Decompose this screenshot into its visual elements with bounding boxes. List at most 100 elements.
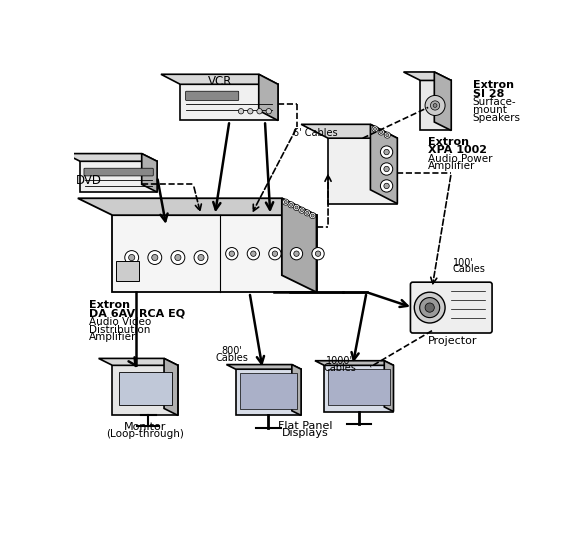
Circle shape bbox=[414, 292, 445, 323]
Circle shape bbox=[282, 199, 289, 205]
Circle shape bbox=[294, 251, 299, 256]
Circle shape bbox=[129, 254, 135, 261]
Polygon shape bbox=[404, 72, 451, 80]
Polygon shape bbox=[240, 373, 297, 409]
Text: Monitor: Monitor bbox=[124, 422, 166, 431]
Circle shape bbox=[374, 127, 376, 131]
FancyBboxPatch shape bbox=[411, 282, 492, 333]
Circle shape bbox=[291, 248, 303, 260]
Polygon shape bbox=[99, 358, 178, 365]
Circle shape bbox=[175, 254, 181, 261]
Text: Surface-: Surface- bbox=[473, 98, 516, 107]
Text: Amplifier: Amplifier bbox=[428, 162, 476, 171]
Polygon shape bbox=[226, 365, 301, 369]
Text: (Loop-through): (Loop-through) bbox=[106, 429, 184, 439]
Circle shape bbox=[194, 250, 208, 264]
Circle shape bbox=[272, 251, 278, 256]
Polygon shape bbox=[78, 198, 317, 215]
Polygon shape bbox=[328, 369, 390, 405]
Text: 1000': 1000' bbox=[326, 356, 353, 366]
Circle shape bbox=[425, 303, 434, 312]
Text: Displays: Displays bbox=[281, 429, 328, 438]
Polygon shape bbox=[371, 124, 397, 204]
Polygon shape bbox=[434, 72, 451, 131]
Circle shape bbox=[378, 129, 385, 135]
Circle shape bbox=[384, 166, 389, 172]
Circle shape bbox=[229, 251, 234, 256]
Circle shape bbox=[380, 146, 393, 158]
Circle shape bbox=[380, 131, 383, 133]
FancyBboxPatch shape bbox=[186, 91, 239, 100]
Circle shape bbox=[372, 126, 378, 132]
Circle shape bbox=[251, 251, 256, 256]
Text: Distribution: Distribution bbox=[89, 325, 151, 334]
Polygon shape bbox=[65, 153, 157, 162]
Circle shape bbox=[295, 206, 298, 209]
Text: Flat Panel: Flat Panel bbox=[278, 421, 332, 431]
Polygon shape bbox=[113, 365, 178, 415]
Circle shape bbox=[226, 248, 238, 260]
Bar bbox=[115, 261, 139, 281]
Circle shape bbox=[125, 250, 139, 264]
Text: SI 28: SI 28 bbox=[473, 89, 504, 99]
Circle shape bbox=[288, 202, 294, 208]
Circle shape bbox=[380, 163, 393, 175]
Circle shape bbox=[152, 254, 158, 261]
Text: Cables: Cables bbox=[215, 353, 248, 363]
Polygon shape bbox=[259, 74, 278, 120]
Circle shape bbox=[384, 150, 389, 155]
Circle shape bbox=[310, 212, 316, 218]
Polygon shape bbox=[420, 80, 451, 131]
Circle shape bbox=[257, 108, 262, 114]
Circle shape bbox=[238, 108, 244, 114]
Circle shape bbox=[284, 201, 287, 204]
Text: Extron: Extron bbox=[473, 80, 514, 91]
Text: Audio Video: Audio Video bbox=[89, 317, 151, 327]
Text: VCR: VCR bbox=[208, 75, 233, 88]
Polygon shape bbox=[292, 365, 301, 415]
Text: Cables: Cables bbox=[323, 363, 356, 373]
Circle shape bbox=[171, 250, 185, 264]
Text: DA 6AV RCA EQ: DA 6AV RCA EQ bbox=[89, 308, 186, 318]
Polygon shape bbox=[282, 198, 317, 292]
Circle shape bbox=[306, 211, 309, 215]
Circle shape bbox=[386, 133, 389, 137]
Text: Audio Power: Audio Power bbox=[428, 153, 492, 164]
Text: Amplifier: Amplifier bbox=[89, 332, 137, 342]
Circle shape bbox=[198, 254, 204, 261]
Text: mount: mount bbox=[473, 105, 507, 115]
Polygon shape bbox=[301, 124, 397, 138]
Polygon shape bbox=[80, 162, 157, 192]
Text: Projector: Projector bbox=[428, 336, 477, 346]
Text: Speakers: Speakers bbox=[473, 113, 521, 123]
Circle shape bbox=[316, 251, 321, 256]
Circle shape bbox=[293, 204, 299, 211]
Polygon shape bbox=[180, 85, 278, 120]
Circle shape bbox=[299, 207, 305, 213]
Text: XPA 1002: XPA 1002 bbox=[428, 145, 487, 155]
Circle shape bbox=[433, 104, 437, 107]
Circle shape bbox=[425, 95, 445, 115]
Circle shape bbox=[385, 132, 390, 138]
Circle shape bbox=[269, 248, 281, 260]
Circle shape bbox=[311, 214, 314, 217]
Circle shape bbox=[304, 210, 310, 216]
Circle shape bbox=[384, 183, 389, 189]
Polygon shape bbox=[324, 365, 393, 411]
Circle shape bbox=[266, 108, 271, 114]
Polygon shape bbox=[118, 371, 172, 405]
Circle shape bbox=[430, 101, 440, 110]
Circle shape bbox=[289, 203, 293, 207]
Circle shape bbox=[300, 209, 303, 212]
Text: DVD: DVD bbox=[76, 175, 102, 188]
Polygon shape bbox=[161, 74, 278, 85]
Text: Extron: Extron bbox=[428, 137, 469, 147]
Text: 100': 100' bbox=[453, 257, 474, 268]
Circle shape bbox=[380, 180, 393, 192]
Polygon shape bbox=[164, 358, 178, 415]
Circle shape bbox=[420, 298, 440, 318]
Polygon shape bbox=[235, 369, 301, 415]
Text: Cables: Cables bbox=[453, 264, 485, 274]
Polygon shape bbox=[315, 361, 393, 365]
Text: 800': 800' bbox=[222, 346, 242, 356]
